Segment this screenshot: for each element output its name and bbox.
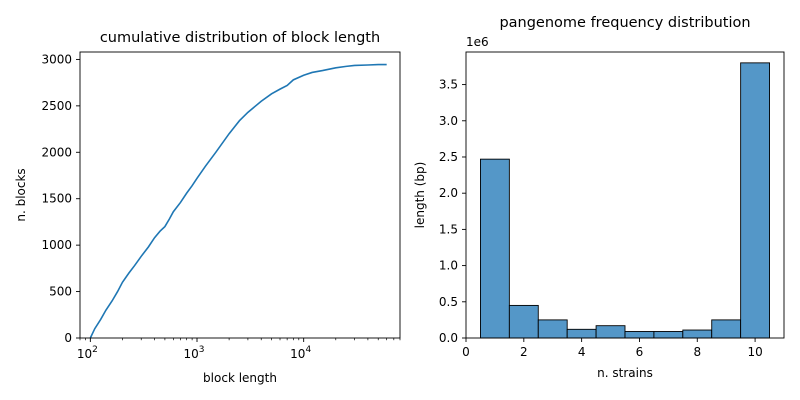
histogram-bar [480,158,510,339]
cdf-y-tick-label: 0 [64,331,72,345]
cdf-x-tick-label: 102 [77,345,98,361]
histogram-x-tick-label: 6 [636,345,644,359]
histogram-bar [508,304,539,339]
cdf-y-tick-label: 2500 [41,99,72,113]
histogram-bar [740,62,770,339]
cdf-series-line [89,63,387,339]
cdf-axes-frame [79,51,401,339]
cdf-y-tick-label: 2000 [41,145,72,159]
histogram-x-axis-label: n. strains [597,366,653,380]
cdf-x-tick-label: 103 [183,345,204,361]
histogram-y-tick-label: 1.0 [439,259,458,273]
histogram-y-axis-label: length (bp) [413,162,427,229]
cdf-y-tick-label: 500 [49,285,72,299]
histogram-y-tick-label: 0.5 [439,295,458,309]
histogram-x-tick-label: 4 [578,345,586,359]
cdf-x-tick-label: 104 [290,345,311,361]
histogram-y-offset-label: 1e6 [466,35,489,49]
histogram-x-tick-label: 2 [520,345,528,359]
cdf-x-axis-label: block length [203,371,277,385]
cdf-title: cumulative distribution of block length [100,30,380,46]
histogram-x-ticks: 0 2 4 6 8 10 [462,338,763,359]
histogram-y-tick-label: 3.5 [439,78,458,92]
histogram-x-tick-label: 8 [693,345,701,359]
histogram-bar [566,328,597,339]
cdf-x-ticks: 102 103 104 [77,338,401,361]
cdf-x-tick-base: 10 [183,347,198,361]
histogram-title: pangenome frequency distribution [499,15,750,31]
histogram-bar [537,319,568,339]
cdf-y-ticks: 0 500 1000 1500 2000 2500 3000 [41,52,80,345]
histogram-bar [624,331,655,339]
cdf-y-tick-label: 1000 [41,238,72,252]
cdf-y-tick-label: 1500 [41,192,72,206]
cdf-x-tick-exponent: 2 [92,345,98,355]
cdf-y-axis-label: n. blocks [14,168,28,221]
histogram-y-ticks: 0.0 0.5 1.0 1.5 2.0 2.5 3.0 3.5 [439,78,466,345]
histogram-y-tick-label: 2.0 [439,186,458,200]
histogram-y-tick-label: 2.5 [439,150,458,164]
histogram-axes-frame [465,51,785,339]
cdf-x-tick-exponent: 4 [305,345,311,355]
cdf-x-tick-base: 10 [290,347,305,361]
cdf-plot-area [89,63,387,339]
histogram-bar [682,329,713,339]
histogram-bar [653,331,684,339]
histogram-y-tick-label: 3.0 [439,114,458,128]
cdf-x-tick-base: 10 [77,347,92,361]
histogram-bar [711,319,742,339]
histogram-y-tick-label: 1.5 [439,222,458,236]
histogram-plot-area [480,62,770,339]
cdf-panel: cumulative distribution of block length … [14,30,401,385]
cdf-x-tick-exponent: 3 [199,345,205,355]
histogram-x-tick-label: 0 [462,345,470,359]
histogram-panel: pangenome frequency distribution 1e6 0 2 4… [413,15,785,380]
histogram-y-tick-label: 0.0 [439,331,458,345]
cdf-y-tick-label: 3000 [41,52,72,66]
histogram-x-tick-label: 10 [747,345,762,359]
histogram-bar [595,325,626,339]
